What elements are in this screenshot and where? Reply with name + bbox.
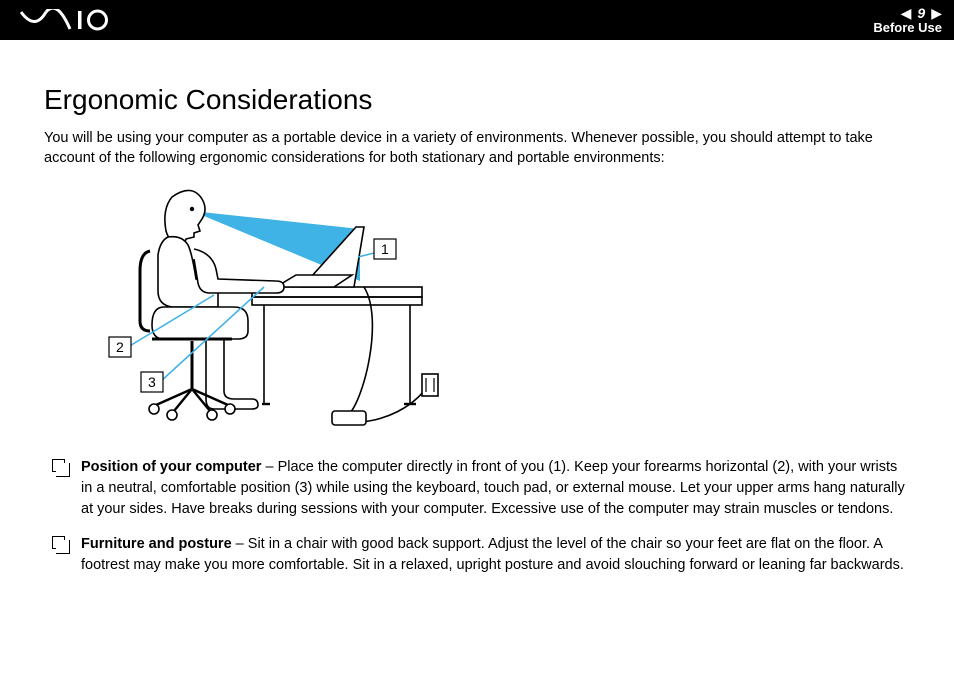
section-label: Before Use bbox=[873, 20, 942, 35]
callout-1: 1 bbox=[374, 239, 396, 259]
prev-page-arrow[interactable]: ◀ bbox=[901, 6, 912, 20]
item-title: Furniture and posture bbox=[81, 536, 232, 552]
list-item: Furniture and posture – Sit in a chair w… bbox=[44, 534, 910, 576]
callout-3: 3 bbox=[141, 372, 163, 392]
ergonomics-diagram: 1 2 3 bbox=[64, 179, 474, 449]
checkbox-bullet-icon bbox=[52, 459, 65, 472]
page-number: 9 bbox=[917, 5, 925, 21]
callout-2: 2 bbox=[109, 337, 131, 357]
intro-paragraph: You will be using your computer as a por… bbox=[44, 128, 910, 169]
item-title: Position of your computer bbox=[81, 459, 261, 475]
bullet-list: Position of your computer – Place the co… bbox=[44, 457, 910, 576]
svg-text:2: 2 bbox=[116, 339, 124, 355]
header-bar: ◀ 9 ▶ Before Use bbox=[0, 0, 954, 40]
svg-text:1: 1 bbox=[381, 241, 389, 257]
list-item: Position of your computer – Place the co… bbox=[44, 457, 910, 520]
next-page-arrow[interactable]: ▶ bbox=[931, 6, 942, 20]
page-title: Ergonomic Considerations bbox=[44, 84, 910, 116]
vaio-logo bbox=[20, 9, 110, 31]
page-content: Ergonomic Considerations You will be usi… bbox=[0, 40, 954, 610]
svg-text:3: 3 bbox=[148, 374, 156, 390]
header-nav: ◀ 9 ▶ Before Use bbox=[873, 5, 942, 35]
checkbox-bullet-icon bbox=[52, 536, 65, 549]
